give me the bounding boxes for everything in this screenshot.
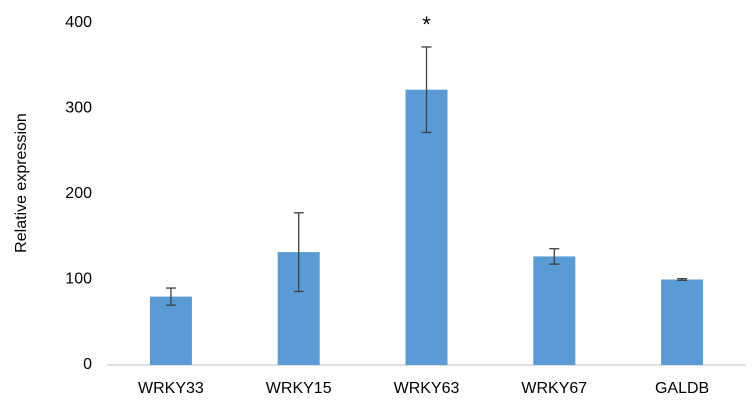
y-tick-label: 200	[65, 185, 92, 202]
x-tick-label: WRKY67	[521, 380, 587, 397]
y-tick-label: 0	[83, 356, 92, 373]
bar	[405, 89, 448, 365]
y-axis-ticks: 0 100 200 300 400	[65, 14, 92, 373]
x-tick-label: WRKY33	[138, 380, 204, 397]
y-axis-title: Relative expression	[13, 113, 30, 253]
error-bar	[421, 46, 432, 134]
x-tick-label: GALDB	[655, 380, 709, 397]
x-tick-label: WRKY63	[394, 380, 460, 397]
bar	[149, 296, 192, 365]
annotations: *	[422, 12, 431, 37]
error-bar	[293, 212, 304, 293]
x-tick-label: WRKY15	[266, 380, 332, 397]
y-tick-label: 300	[65, 100, 92, 117]
bar	[533, 256, 576, 365]
error-bar	[677, 277, 688, 282]
error-bar	[549, 248, 560, 265]
bar	[661, 279, 704, 365]
x-axis-ticks: WRKY33 WRKY15 WRKY63 WRKY67 GALDB	[138, 380, 709, 397]
y-tick-label: 100	[65, 271, 92, 288]
y-tick-label: 400	[65, 14, 92, 31]
significance-marker: *	[422, 12, 431, 37]
error-bars	[165, 46, 688, 306]
error-bar	[165, 287, 176, 306]
